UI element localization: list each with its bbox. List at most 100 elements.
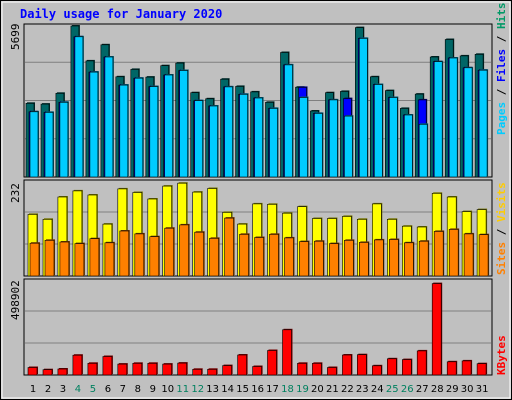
x-tick-label: 9 [150, 384, 156, 395]
kbytes-bar [72, 354, 83, 376]
kbytes-bar [416, 350, 427, 376]
sites-bar [59, 241, 70, 277]
kbytes-bar [162, 363, 172, 376]
x-tick-label: 28 [431, 384, 444, 395]
pages-bar [44, 112, 54, 178]
pages-bar [224, 86, 233, 178]
sites-bar [358, 242, 369, 277]
x-tick-label: 11 [176, 384, 189, 395]
sites-bar [388, 239, 399, 277]
hits-max-label: 5699 [9, 24, 22, 51]
sites-bar [134, 233, 145, 277]
pages-bar [194, 100, 203, 178]
legend-entry: Files [495, 49, 508, 82]
pages-bar [59, 102, 69, 178]
sites-bar [209, 238, 219, 277]
x-tick-label: 22 [341, 384, 354, 395]
sites-bar [284, 237, 294, 277]
pages-bar [358, 38, 368, 178]
x-tick-label: 27 [416, 384, 429, 395]
legend-pages-files-hits: Pages / Files / Hits [495, 3, 508, 136]
legend-entry: Sites [495, 242, 508, 275]
x-tick-label: 10 [161, 384, 174, 395]
kbytes-bar [237, 354, 247, 376]
kbytes-max-label: 498902 [9, 280, 22, 320]
visits-max-label: 232 [9, 183, 22, 203]
kbytes-bar [27, 367, 38, 376]
kbytes-bar [356, 354, 367, 376]
kbytes-bar [386, 358, 397, 376]
legend-entry: Hits [495, 3, 508, 30]
pages-bar [179, 70, 188, 178]
pages-bar [329, 99, 338, 178]
x-tick-label: 7 [120, 384, 126, 395]
x-tick-label: 25 [386, 384, 399, 395]
x-axis-labels: 1 2 3 4 5 6 7 8 9 10 11 12 13 14 15 16 17 18 19 20 21 22 23 24 2… [30, 384, 489, 395]
sites-bar [344, 240, 354, 277]
pages-bar [134, 77, 144, 178]
x-tick-label: 4 [75, 384, 81, 395]
sites-bar [44, 240, 55, 277]
pages-bar [299, 97, 308, 178]
pages-bar [164, 74, 173, 178]
kbytes-bar [476, 363, 487, 376]
legend-entry: / [495, 82, 508, 102]
kbytes-bar [192, 368, 202, 376]
x-tick-label: 15 [236, 384, 249, 395]
x-tick-label: 16 [251, 384, 264, 395]
x-tick-label: 14 [221, 384, 234, 395]
legend-entry: / [495, 29, 508, 49]
pages-bar [269, 108, 278, 178]
x-tick-label: 1 [30, 384, 36, 395]
sites-bar [418, 240, 429, 277]
sites-bar [433, 231, 444, 277]
x-tick-label: 23 [356, 384, 369, 395]
pages-bar [418, 124, 428, 178]
x-tick-label: 31 [476, 384, 489, 395]
x-tick-label: 30 [461, 384, 474, 395]
legend-kbytes: KBytes [495, 335, 508, 375]
bar-marks [25, 25, 490, 376]
pages-bar [478, 69, 488, 178]
sites-bar [224, 217, 234, 277]
legend-entry: Pages [495, 102, 508, 135]
sites-bar [314, 240, 324, 277]
chart-title: Daily usage for January 2020 [20, 7, 222, 21]
x-tick-label: 12 [191, 384, 204, 395]
x-tick-label: 21 [326, 384, 339, 395]
pages-bar [403, 114, 413, 178]
sites-bar [478, 234, 489, 277]
x-tick-label: 18 [281, 384, 294, 395]
x-tick-label: 6 [105, 384, 111, 395]
pages-bar [388, 97, 398, 178]
sites-bar [29, 242, 40, 277]
pages-bar [433, 61, 443, 178]
pages-bar [448, 57, 458, 178]
kbytes-bar [297, 362, 307, 376]
kbytes-bar [252, 366, 262, 376]
legend-entry: KBytes [495, 335, 508, 375]
pages-bar [239, 94, 248, 178]
kbytes-bar [371, 365, 382, 376]
sites-bar [448, 229, 459, 277]
x-tick-label: 13 [206, 384, 219, 395]
legend-entry: / [495, 222, 508, 242]
pages-bar [74, 36, 84, 178]
pages-bar [119, 84, 129, 178]
sites-bar [269, 234, 279, 277]
x-tick-label: 26 [401, 384, 414, 395]
sites-bar [373, 239, 384, 277]
x-tick-label: 8 [135, 384, 141, 395]
sites-bar [403, 242, 414, 277]
x-tick-label: 24 [371, 384, 384, 395]
x-tick-label: 3 [60, 384, 66, 395]
kbytes-bar [327, 367, 337, 376]
sites-bar [194, 231, 204, 277]
sites-bar [254, 237, 264, 277]
pages-bar [149, 86, 159, 178]
sites-bar [74, 243, 85, 277]
kbytes-bar [117, 363, 128, 376]
kbytes-bar [132, 362, 143, 376]
